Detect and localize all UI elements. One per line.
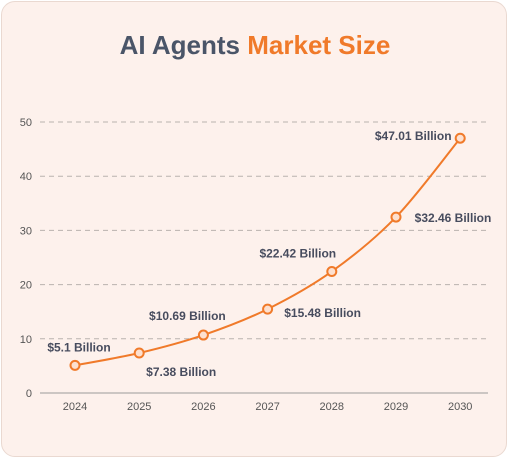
data-label: $32.46 Billion (415, 211, 492, 225)
y-tick-label: 40 (20, 171, 32, 183)
data-label: $7.38 Billion (146, 365, 216, 379)
chart-title-part2: Market Size (247, 30, 391, 60)
data-label: $15.48 Billion (284, 306, 361, 320)
x-tick-label: 2027 (255, 401, 279, 413)
data-point (133, 347, 145, 359)
data-point (69, 359, 81, 371)
x-tick-label: 2028 (320, 401, 344, 413)
data-point (390, 211, 402, 223)
data-label: $5.1 Billion (47, 340, 110, 354)
x-tick-label: 2029 (384, 401, 408, 413)
data-label: $22.42 Billion (259, 246, 336, 260)
y-tick-label: 20 (20, 280, 32, 292)
y-tick-label: 10 (20, 334, 32, 346)
x-tick-label: 2030 (448, 401, 472, 413)
data-point (326, 265, 338, 277)
data-point (454, 132, 466, 144)
x-tick-label: 2024 (63, 401, 87, 413)
y-tick-label: 0 (26, 388, 32, 400)
data-point (197, 329, 209, 341)
x-tick-label: 2026 (191, 401, 215, 413)
data-point (262, 303, 274, 315)
data-label: $47.01 Billion (375, 129, 452, 143)
chart-title: AI Agents Market Size (0, 30, 510, 61)
x-tick-label: 2025 (127, 401, 151, 413)
y-tick-label: 50 (20, 117, 32, 129)
y-tick-label: 30 (20, 225, 32, 237)
data-label: $10.69 Billion (149, 309, 226, 323)
chart-title-part1: AI Agents (119, 30, 241, 60)
